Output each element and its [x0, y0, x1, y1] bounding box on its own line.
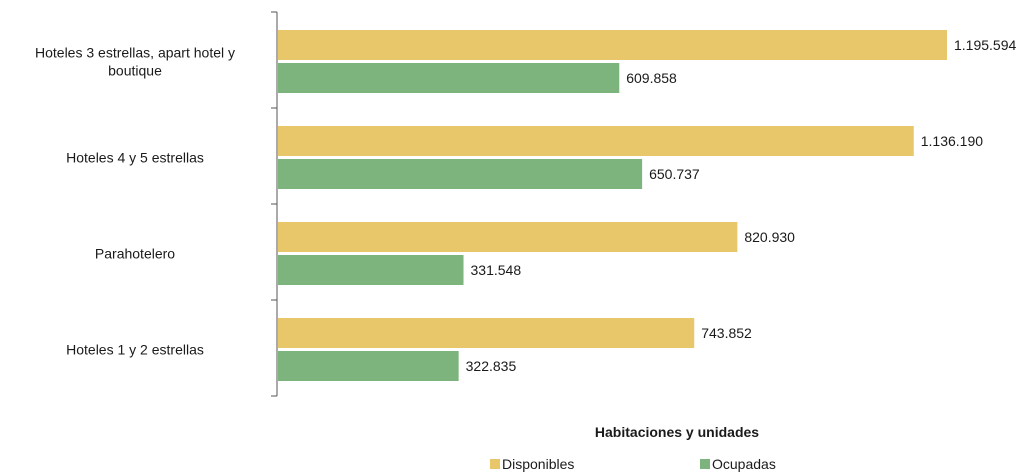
- bar-ocupadas: [278, 351, 459, 381]
- value-label: 820.930: [744, 229, 795, 245]
- category-label: Parahotelero: [95, 246, 175, 262]
- value-labels: 1.195.594 609.858 1.136.190 650.737 820.930 3…: [466, 37, 1017, 374]
- bar-disponibles: [278, 222, 738, 252]
- bars: [278, 30, 947, 381]
- value-label: 609.858: [626, 70, 677, 86]
- bar-disponibles: [278, 30, 947, 60]
- bar-ocupadas: [278, 255, 464, 285]
- value-label: 1.136.190: [921, 133, 983, 149]
- legend-label: Ocupadas: [712, 456, 776, 472]
- legend: Disponibles Ocupadas: [490, 456, 776, 472]
- value-label: 331.548: [471, 262, 522, 278]
- bar-ocupadas: [278, 63, 620, 93]
- x-axis-title: Habitaciones y unidades: [595, 424, 759, 440]
- bar-disponibles: [278, 126, 914, 156]
- value-label: 743.852: [701, 325, 752, 341]
- legend-item-disponibles: Disponibles: [490, 456, 574, 472]
- legend-label: Disponibles: [502, 456, 574, 472]
- category-label: Hoteles 3 estrellas, apart hotel y boutiq…: [35, 45, 235, 79]
- legend-swatch: [490, 459, 500, 469]
- category-label: Hoteles 1 y 2 estrellas: [66, 342, 204, 358]
- bar-disponibles: [278, 318, 695, 348]
- bar-ocupadas: [278, 159, 643, 189]
- category-label: Hoteles 4 y 5 estrellas: [66, 150, 204, 166]
- category-labels: Hoteles 3 estrellas, apart hotel y boutiq…: [35, 45, 235, 358]
- legend-swatch: [700, 459, 710, 469]
- value-label: 650.737: [649, 166, 700, 182]
- legend-item-ocupadas: Ocupadas: [700, 456, 776, 472]
- value-label: 322.835: [466, 358, 517, 374]
- y-axis: [271, 11, 278, 397]
- value-label: 1.195.594: [954, 37, 1016, 53]
